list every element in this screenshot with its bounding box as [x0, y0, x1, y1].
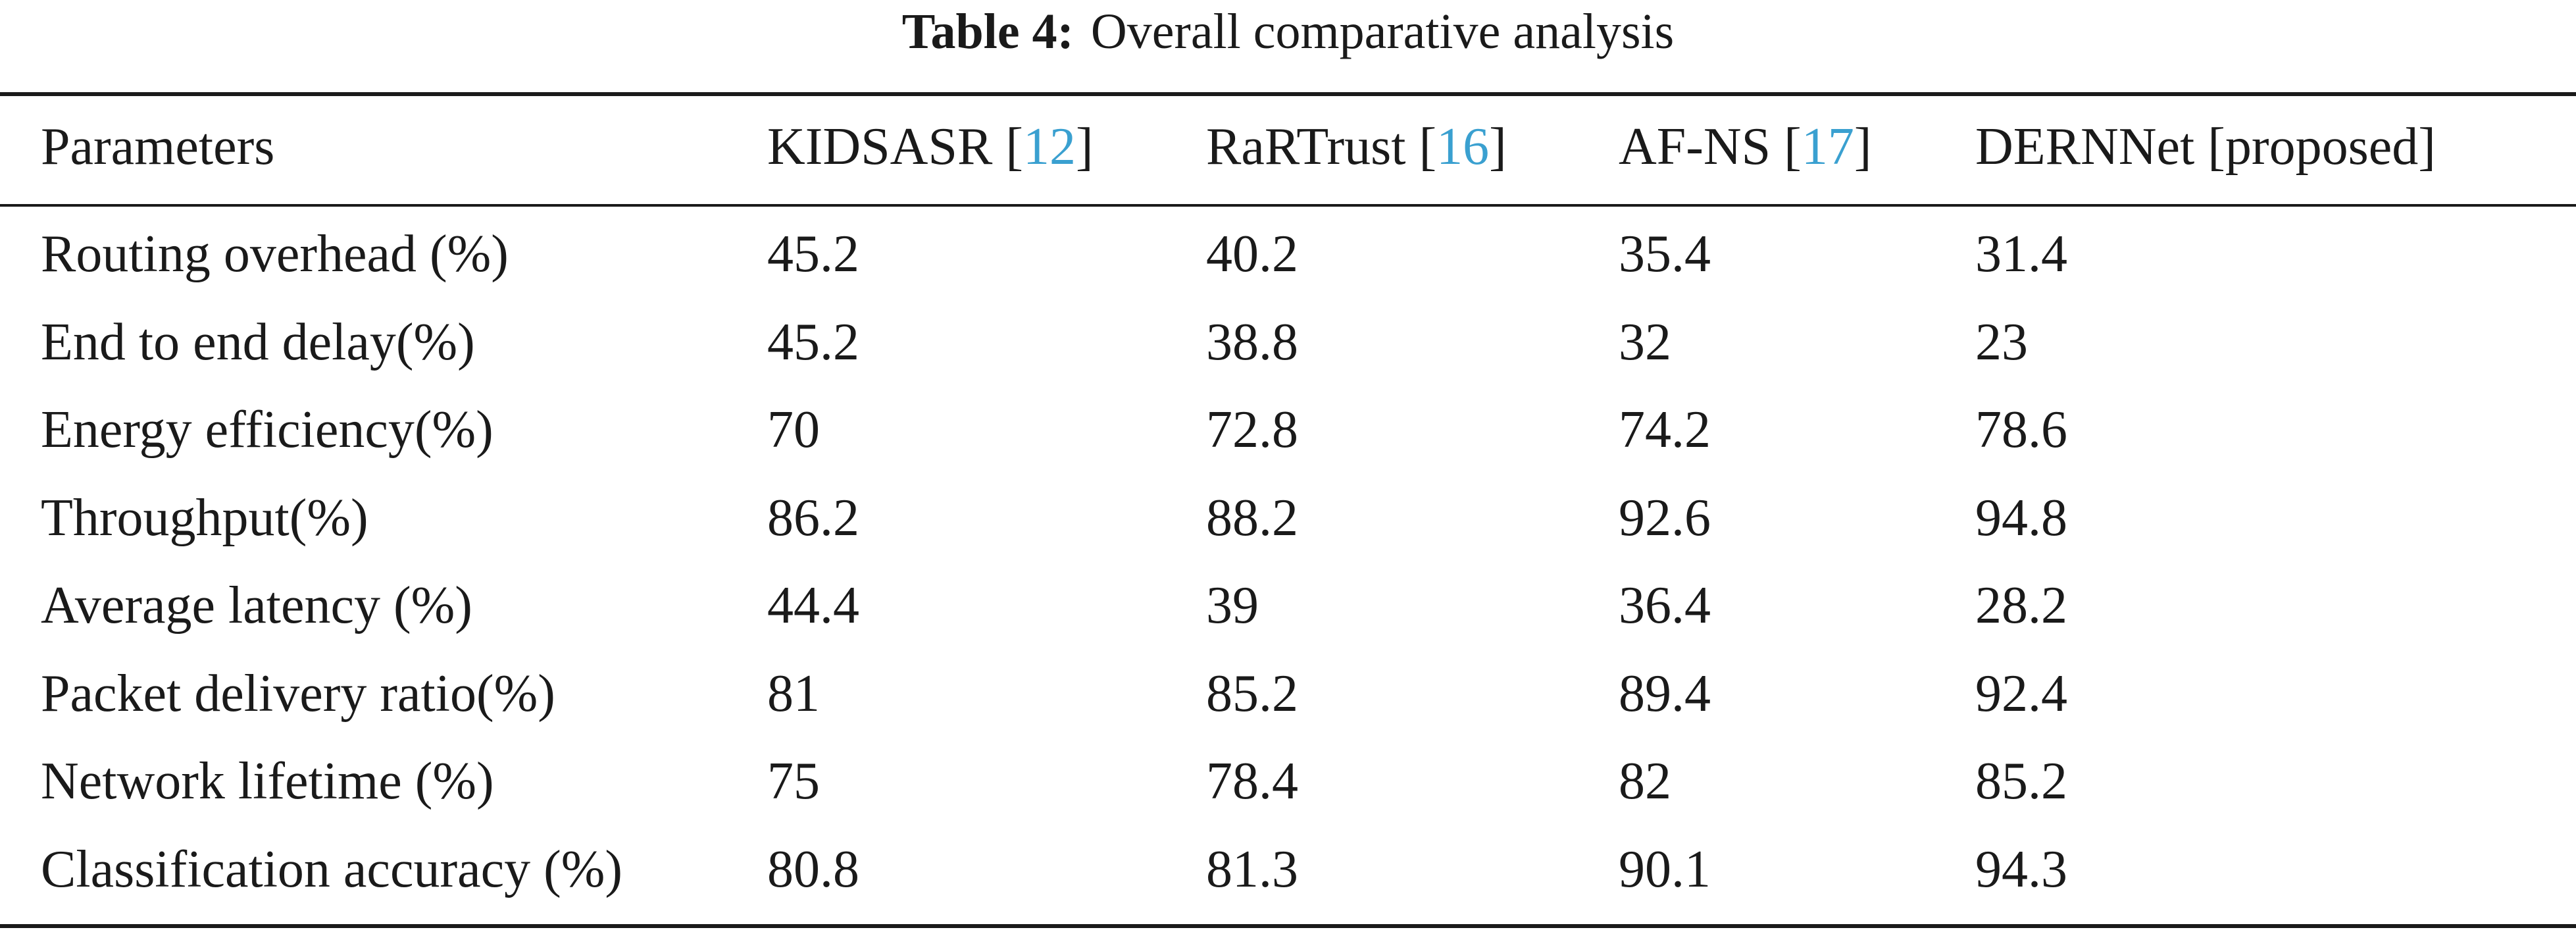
row-parameter: Packet delivery ratio(%) — [41, 665, 555, 723]
header-dernnet: DERNNet [proposed] — [1975, 118, 2436, 176]
row-rartrust-value: 88.2 — [1206, 489, 1298, 547]
row-afns-value: 82 — [1619, 752, 1671, 810]
row-afns-value: 74.2 — [1619, 401, 1711, 459]
row-kidsasr-value: 70 — [767, 401, 820, 459]
row-afns-value: 36.4 — [1619, 577, 1711, 634]
row-afns-value: 35.4 — [1619, 225, 1711, 283]
row-dernnet-value: 31.4 — [1975, 225, 2067, 283]
row-kidsasr-value: 86.2 — [767, 489, 859, 547]
header-rartrust: RaRTrust [16] — [1206, 118, 1507, 176]
table-header-rule — [0, 204, 2576, 207]
row-kidsasr-value: 80.8 — [767, 841, 859, 898]
citation-link-17[interactable]: 17 — [1801, 118, 1854, 176]
table-caption: Table 4: Overall comparative analysis — [0, 0, 2576, 62]
row-kidsasr-value: 81 — [767, 665, 820, 723]
header-kidsasr-name: KIDSASR — [767, 118, 993, 176]
row-afns-value: 90.1 — [1619, 841, 1711, 898]
row-afns-value: 92.6 — [1619, 489, 1711, 547]
row-kidsasr-value: 75 — [767, 752, 820, 810]
row-parameter: Routing overhead (%) — [41, 225, 509, 283]
row-afns-value: 89.4 — [1619, 665, 1711, 723]
row-dernnet-value: 28.2 — [1975, 577, 2067, 634]
row-rartrust-value: 78.4 — [1206, 752, 1298, 810]
row-parameter: Throughput(%) — [41, 489, 368, 547]
header-afns-name: AF-NS — [1619, 118, 1771, 176]
row-rartrust-value: 39 — [1206, 577, 1259, 634]
row-dernnet-value: 94.8 — [1975, 489, 2067, 547]
citation-link-12[interactable]: 12 — [1023, 118, 1076, 176]
row-dernnet-value: 92.4 — [1975, 665, 2067, 723]
row-dernnet-value: 23 — [1975, 313, 2028, 371]
table-caption-title: Overall comparative analysis — [1090, 4, 1675, 59]
table-top-rule — [0, 92, 2576, 96]
row-parameter: Energy efficiency(%) — [41, 401, 493, 459]
row-dernnet-value: 94.3 — [1975, 841, 2067, 898]
table-caption-label: Table 4: — [901, 4, 1074, 59]
row-rartrust-value: 81.3 — [1206, 841, 1298, 898]
row-kidsasr-value: 45.2 — [767, 313, 859, 371]
row-rartrust-value: 85.2 — [1206, 665, 1298, 723]
header-parameters: Parameters — [41, 118, 275, 176]
row-rartrust-value: 40.2 — [1206, 225, 1298, 283]
row-rartrust-value: 72.8 — [1206, 401, 1298, 459]
citation-link-16[interactable]: 16 — [1436, 118, 1490, 176]
header-rartrust-name: RaRTrust — [1206, 118, 1406, 176]
row-parameter: Network lifetime (%) — [41, 752, 494, 810]
header-afns: AF-NS [17] — [1619, 118, 1872, 176]
table-bottom-rule — [0, 924, 2576, 928]
row-parameter: Average latency (%) — [41, 577, 472, 634]
row-dernnet-value: 85.2 — [1975, 752, 2067, 810]
row-dernnet-value: 78.6 — [1975, 401, 2067, 459]
header-kidsasr: KIDSASR [12] — [767, 118, 1094, 176]
row-kidsasr-value: 45.2 — [767, 225, 859, 283]
row-parameter: End to end delay(%) — [41, 313, 475, 371]
row-parameter: Classification accuracy (%) — [41, 841, 623, 898]
row-rartrust-value: 38.8 — [1206, 313, 1298, 371]
row-afns-value: 32 — [1619, 313, 1671, 371]
row-kidsasr-value: 44.4 — [767, 577, 859, 634]
